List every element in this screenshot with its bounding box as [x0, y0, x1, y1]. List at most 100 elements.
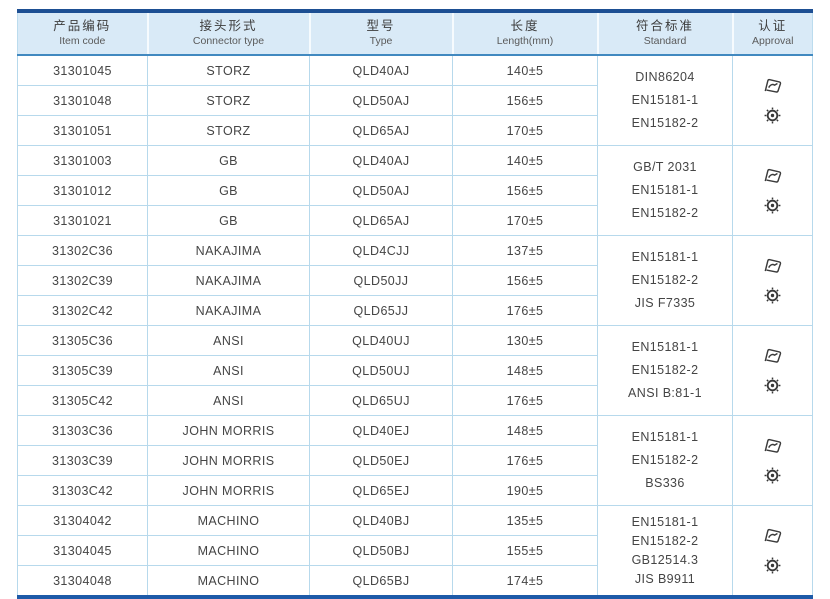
approval-icons	[734, 257, 811, 304]
col-header-connector-type: 接头形式 Connector type	[146, 9, 310, 56]
length-cell: 148±5	[452, 355, 598, 386]
length-cell: 130±5	[452, 325, 598, 356]
item-code-cell: 31301045	[17, 54, 148, 86]
table-row: 31301003 GB QLD40AJ 140±5 GB/T 2031 EN15181-1…	[17, 145, 813, 236]
item-code-cell: 31303C36	[17, 415, 148, 446]
approval-cell	[732, 54, 813, 146]
col-header-item-code: 产品编码 Item code	[17, 9, 148, 56]
standards-cell: DIN86204 EN15181-1 EN15182-2	[597, 54, 733, 146]
wheelmark-gear-icon	[764, 377, 781, 394]
standards-cell: EN15181-1 EN15182-2 BS336	[597, 415, 733, 506]
length-cell: 156±5	[452, 85, 598, 116]
length-cell: 190±5	[452, 475, 598, 506]
type-cell: QLD65UJ	[309, 385, 453, 416]
type-cell: QLD50JJ	[309, 265, 453, 296]
certification-stamp-icon	[764, 78, 782, 93]
connector-type-cell: NAKAJIMA	[147, 295, 310, 326]
connector-type-cell: STORZ	[147, 85, 310, 116]
type-cell: QLD65EJ	[309, 475, 453, 506]
connector-type-cell: MACHINO	[147, 535, 310, 566]
item-code-cell: 31301012	[17, 175, 148, 206]
item-code-cell: 31303C39	[17, 445, 148, 476]
wheelmark-gear-icon	[764, 467, 781, 484]
connector-type-cell: MACHINO	[147, 505, 310, 536]
table-row: 31301021 GB QLD65AJ 170±5	[17, 205, 813, 236]
connector-type-cell: STORZ	[147, 115, 310, 146]
length-cell: 156±5	[452, 265, 598, 296]
connector-type-cell: JOHN MORRIS	[147, 475, 310, 506]
header-label-zh: 产品编码	[53, 19, 112, 33]
standards-cell: EN15181-1 EN15182-2 JIS F7335	[597, 235, 733, 326]
header-label-zh: 长度	[510, 19, 540, 33]
table-row: 31301045 STORZ QLD40AJ 140±5 DIN86204 EN15181…	[17, 54, 813, 146]
standard-line: JIS F7335	[634, 296, 696, 310]
standard-line: GB/T 2031	[633, 160, 697, 174]
length-cell: 140±5	[452, 54, 598, 86]
type-cell: QLD4CJJ	[309, 235, 453, 266]
type-cell: QLD65JJ	[309, 295, 453, 326]
item-code-cell: 31301003	[17, 145, 148, 176]
approval-icons	[734, 167, 811, 214]
table-row: 31305C36 ANSI QLD40UJ 130±5 EN15181-1 EN15182…	[17, 325, 813, 416]
connector-type-cell: MACHINO	[147, 565, 310, 598]
standard-line: EN15181-1	[631, 514, 699, 529]
standard-line: EN15181-1	[631, 183, 699, 197]
standard-line: EN15182-2	[631, 363, 699, 377]
col-header-length: 长度 Length(mm)	[451, 9, 598, 56]
certification-stamp-icon	[764, 438, 782, 453]
type-cell: QLD50AJ	[309, 85, 453, 116]
item-code-cell: 31302C36	[17, 235, 148, 266]
table-row: 31301051 STORZ QLD65AJ 170±5	[17, 115, 813, 146]
type-cell: QLD65BJ	[309, 565, 453, 598]
item-code-cell: 31303C42	[17, 475, 148, 506]
certification-stamp-icon	[764, 348, 782, 363]
standard-line: EN15182-2	[631, 533, 699, 548]
standard-line: EN15181-1	[631, 430, 699, 444]
table-row: 31301012 GB QLD50AJ 156±5	[17, 175, 813, 206]
approval-cell	[732, 505, 813, 598]
connector-type-cell: JOHN MORRIS	[147, 445, 310, 476]
standard-line: ANSI B:81-1	[628, 386, 702, 400]
col-header-type: 型号 Type	[308, 9, 453, 56]
connector-type-cell: ANSI	[147, 325, 310, 356]
header-label-en: Item code	[59, 35, 106, 47]
header-label-zh: 接头形式	[199, 19, 258, 33]
col-header-standard: 符合标准 Standard	[596, 9, 733, 56]
wheelmark-gear-icon	[764, 557, 781, 574]
wheelmark-gear-icon	[764, 197, 781, 214]
table-row: 31303C42 JOHN MORRIS QLD65EJ 190±5	[17, 475, 813, 506]
wheelmark-gear-icon	[764, 107, 781, 124]
type-cell: QLD65AJ	[309, 205, 453, 236]
type-cell: QLD50BJ	[309, 535, 453, 566]
item-code-cell: 31304042	[17, 505, 148, 536]
standard-line: EN15182-2	[631, 273, 699, 287]
table-row: 31303C39 JOHN MORRIS QLD50EJ 176±5	[17, 445, 813, 476]
header-label-en: Type	[369, 35, 393, 47]
header-label-en: Standard	[643, 35, 687, 47]
table-row: 31304045 MACHINO QLD50BJ 155±5	[17, 535, 813, 566]
col-header-approval: 认证 Approval	[731, 9, 813, 56]
approval-icons	[734, 527, 811, 574]
standards-cell: EN15181-1 EN15182-2 ANSI B:81-1	[597, 325, 733, 416]
header-label-en: Connector type	[192, 35, 265, 47]
table-row: 31303C36 JOHN MORRIS QLD40EJ 148±5 EN15181-1…	[17, 415, 813, 506]
item-code-cell: 31301048	[17, 85, 148, 116]
standard-line: GB12514.3	[631, 552, 699, 567]
item-code-cell: 31301021	[17, 205, 148, 236]
certification-stamp-icon	[764, 168, 782, 183]
length-cell: 176±5	[452, 295, 598, 326]
wheelmark-gear-icon	[764, 287, 781, 304]
table-row: 31301048 STORZ QLD50AJ 156±5	[17, 85, 813, 116]
length-cell: 148±5	[452, 415, 598, 446]
length-cell: 135±5	[452, 505, 598, 536]
connector-type-cell: JOHN MORRIS	[147, 415, 310, 446]
item-code-cell: 31302C42	[17, 295, 148, 326]
standard-line: BS336	[645, 476, 685, 490]
type-cell: QLD50AJ	[309, 175, 453, 206]
standard-line: EN15181-1	[631, 340, 699, 354]
length-cell: 170±5	[452, 205, 598, 236]
approval-icons	[734, 347, 811, 394]
length-cell: 137±5	[452, 235, 598, 266]
header-label-zh: 认证	[758, 19, 788, 33]
standards-cell: GB/T 2031 EN15181-1 EN15182-2	[597, 145, 733, 236]
